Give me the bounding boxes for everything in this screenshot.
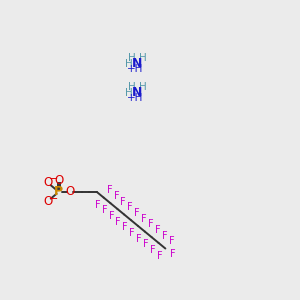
Text: F: F <box>109 211 114 221</box>
Text: F: F <box>157 250 162 261</box>
Text: F: F <box>128 202 133 212</box>
Text: +H: +H <box>128 93 144 103</box>
Text: F: F <box>148 219 154 230</box>
Text: F: F <box>122 222 128 232</box>
Text: H: H <box>128 82 136 92</box>
Text: N: N <box>132 57 143 70</box>
Text: O: O <box>54 174 64 187</box>
Text: O: O <box>43 176 52 189</box>
Text: H: H <box>140 82 147 92</box>
Text: H: H <box>125 59 133 69</box>
Text: F: F <box>102 206 107 215</box>
Text: H: H <box>140 53 147 63</box>
Text: F: F <box>141 214 147 224</box>
Text: O: O <box>43 195 52 208</box>
Text: F: F <box>136 234 142 244</box>
Text: −: − <box>48 194 58 204</box>
Text: H: H <box>125 88 133 98</box>
Text: H: H <box>128 53 136 63</box>
Text: F: F <box>162 231 167 241</box>
Text: O: O <box>65 185 75 198</box>
Text: F: F <box>170 249 175 260</box>
Text: F: F <box>155 225 161 235</box>
Text: F: F <box>114 191 119 201</box>
Text: F: F <box>169 236 174 246</box>
Text: N: N <box>132 86 143 99</box>
Text: P: P <box>54 185 64 198</box>
Text: F: F <box>121 197 126 207</box>
Text: +H: +H <box>128 64 144 74</box>
Text: F: F <box>129 228 135 238</box>
Text: F: F <box>107 185 112 196</box>
Text: −: − <box>48 174 58 184</box>
Text: F: F <box>150 245 155 255</box>
Text: F: F <box>95 200 100 210</box>
Text: F: F <box>116 217 121 227</box>
Text: F: F <box>143 239 148 249</box>
Text: F: F <box>134 208 140 218</box>
